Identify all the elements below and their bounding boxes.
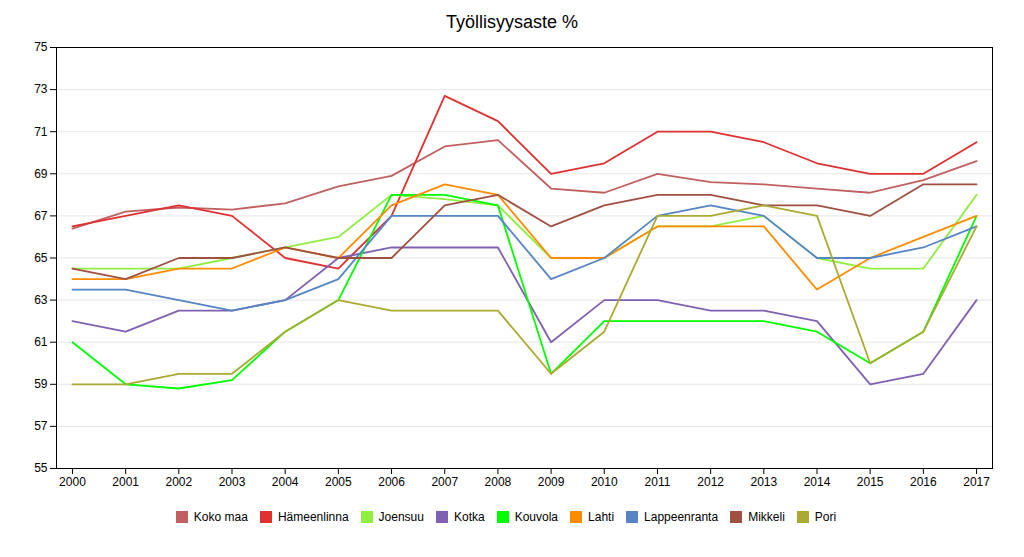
html-text:Kotka: Kotka [454,509,485,524]
svg-text:2012: 2012 [697,475,724,489]
html-text:Työllisyysaste %: Työllisyysaste % [446,12,578,32]
svg-text:65: 65 [34,251,48,265]
html-text:Hämeenlinna: Hämeenlinna [277,509,349,524]
svg-text:2010: 2010 [591,475,618,489]
svg-text:2002: 2002 [165,475,192,489]
svg-text:2017: 2017 [963,475,990,489]
svg-text:2003: 2003 [219,475,246,489]
svg-text:2008: 2008 [485,475,512,489]
html-text:Kouvola: Kouvola [514,509,558,524]
svg-text:55: 55 [34,461,48,475]
svg-text:57: 57 [34,419,48,433]
svg-text:2009: 2009 [538,475,565,489]
html-text:Pori: Pori [814,509,837,524]
svg-text:2000: 2000 [59,475,86,489]
svg-text:2001: 2001 [112,475,139,489]
html-text:Lappeenranta: Lappeenranta [644,509,719,524]
svg-text:2015: 2015 [857,475,884,489]
svg-text:2005: 2005 [325,475,352,489]
svg-text:63: 63 [34,293,48,307]
svg-text:2013: 2013 [750,475,777,489]
html-text:Lahti: Lahti [588,509,615,524]
svg-text:2014: 2014 [804,475,831,489]
svg-text:2016: 2016 [910,475,937,489]
svg-text:61: 61 [34,335,48,349]
svg-text:2004: 2004 [272,475,299,489]
html-text:Koko maa: Koko maa [193,509,248,524]
svg-text:71: 71 [34,125,48,139]
svg-text:69: 69 [34,167,48,181]
svg-text:2006: 2006 [378,475,405,489]
svg-text:59: 59 [34,377,48,391]
svg-text:67: 67 [34,209,48,223]
svg-text:2011: 2011 [645,475,671,489]
svg-text:73: 73 [34,82,48,96]
html-text:Mikkeli: Mikkeli [748,509,785,524]
svg-text:2007: 2007 [431,475,458,489]
svg-text:75: 75 [34,40,48,54]
html-text:Joensuu: Joensuu [378,509,424,524]
